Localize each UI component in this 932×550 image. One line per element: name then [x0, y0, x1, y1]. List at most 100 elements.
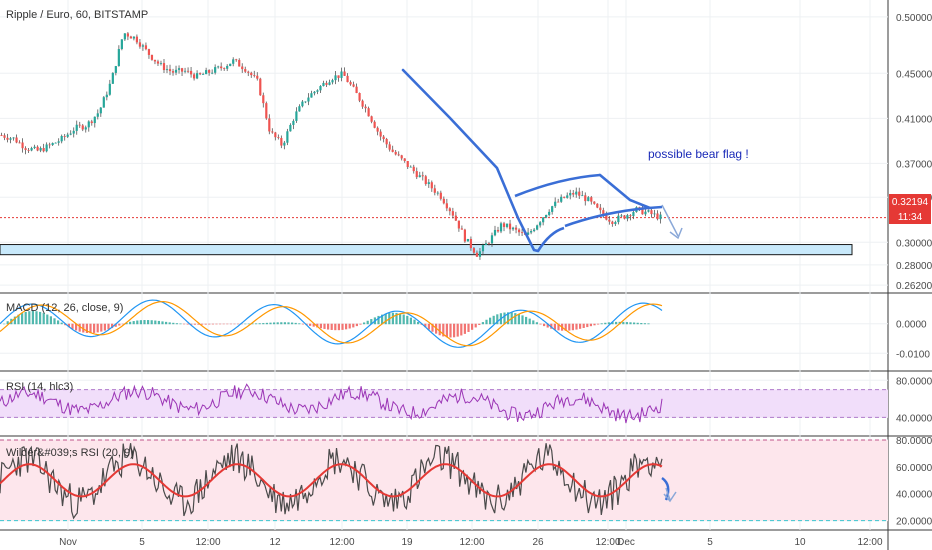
macd-histogram-bar — [31, 310, 34, 325]
price-candle — [189, 70, 193, 75]
macd-histogram-bar — [211, 323, 214, 325]
y-tick-label: 0.30000 — [896, 238, 932, 249]
price-candle — [373, 121, 376, 128]
rsi-band — [0, 389, 888, 418]
macd-histogram-bar — [402, 314, 405, 325]
price-candle — [54, 142, 57, 144]
macd-histogram-bar — [269, 322, 272, 325]
macd-histogram-bar — [121, 323, 124, 325]
macd-histogram-bar — [557, 323, 560, 331]
macd-histogram-bar — [197, 323, 200, 325]
price-candle — [265, 103, 268, 119]
price-candle — [27, 149, 30, 151]
macd-histogram-bar — [262, 323, 265, 325]
macd-histogram-bar — [193, 323, 196, 325]
x-tick-label: Nov — [59, 537, 77, 548]
macd-histogram-bar — [298, 323, 301, 325]
x-tick-label: 12:00 — [329, 537, 354, 548]
time-tag: 11:34 — [898, 212, 923, 223]
macd-histogram-bar — [6, 321, 9, 325]
price-candle — [271, 131, 274, 133]
price-candle — [72, 130, 75, 134]
price-candle — [280, 137, 283, 146]
macd-histogram-bar — [139, 320, 142, 325]
macd-histogram-bar — [525, 316, 528, 325]
price-candle — [484, 243, 488, 246]
price-candle — [156, 61, 160, 64]
macd-histogram-bar — [237, 323, 240, 325]
macd-histogram-bar — [312, 323, 315, 327]
macd-histogram-bar — [71, 323, 74, 329]
price-candle — [171, 71, 175, 73]
price-candle — [403, 158, 406, 162]
flag-base-curve — [536, 226, 565, 252]
price-candle — [48, 144, 51, 146]
price-candle — [602, 210, 605, 215]
macd-histogram-bar — [46, 314, 49, 325]
y-tick-label: 80.0000 — [896, 436, 932, 447]
price-candle — [445, 203, 448, 209]
macd-histogram-bar — [384, 313, 387, 325]
price-candle — [57, 141, 60, 143]
macd-histogram-bar — [345, 323, 348, 330]
price-candle — [223, 68, 226, 69]
price-candle — [90, 121, 93, 124]
price-candle — [180, 68, 184, 72]
macd-histogram-bar — [114, 323, 117, 327]
macd-histogram-bar — [582, 323, 585, 328]
macd-histogram-bar — [363, 322, 366, 325]
macd-histogram-bar — [568, 323, 571, 331]
macd-histogram-bar — [636, 322, 639, 325]
macd-histogram-bar — [100, 323, 103, 332]
price-candle — [355, 86, 358, 94]
macd-histogram-bar — [359, 323, 362, 325]
macd-histogram-bar — [474, 323, 477, 328]
macd-histogram-bar — [532, 320, 535, 325]
price-candle — [358, 93, 361, 101]
price-candle — [168, 69, 172, 72]
price-candle — [508, 223, 512, 230]
price-candle — [430, 182, 433, 189]
price-candle — [214, 67, 217, 73]
macd-histogram-bar — [485, 319, 488, 325]
macd-histogram-bar — [521, 315, 524, 325]
macd-histogram-bar — [391, 312, 394, 325]
macd-histogram-bar — [395, 312, 398, 325]
macd-histogram-bar — [492, 315, 495, 325]
macd-histogram-bar — [323, 323, 326, 329]
price-candle — [211, 72, 214, 74]
y-tick-label: 60.0000 — [896, 463, 932, 474]
price-candle — [433, 188, 436, 193]
macd-histogram-bar — [341, 323, 344, 330]
price-candle — [192, 74, 196, 79]
price-candle — [42, 148, 45, 152]
wilder-rsi-signal-line — [0, 463, 663, 498]
macd-histogram-bar — [78, 323, 81, 332]
price-candle — [620, 215, 623, 217]
price-candle — [409, 166, 412, 168]
macd-histogram-bar — [427, 323, 430, 330]
macd-histogram-bar — [309, 323, 312, 326]
macd-histogram-bar — [535, 322, 538, 325]
price-candle — [406, 161, 409, 167]
bands — [0, 217, 888, 522]
price-candle — [120, 39, 123, 50]
price-candle — [563, 196, 566, 198]
price-candle — [63, 135, 66, 137]
macd-histogram-bar — [337, 323, 340, 331]
macd-histogram-bar — [575, 323, 578, 330]
price-candle — [111, 72, 114, 84]
price-candle — [36, 146, 39, 151]
price-candle — [93, 116, 96, 124]
price-candle — [596, 203, 599, 208]
price-candle — [183, 70, 187, 72]
price-candle — [629, 215, 632, 217]
macd-histogram-bar — [165, 321, 168, 325]
macd-histogram-bar — [190, 323, 193, 325]
macd-histogram-bar — [607, 322, 610, 325]
price-candle — [427, 182, 430, 185]
price-candle — [69, 133, 72, 135]
macd-histogram-bar — [291, 322, 294, 325]
macd-histogram-bar — [438, 323, 441, 336]
support-zone — [0, 244, 853, 256]
